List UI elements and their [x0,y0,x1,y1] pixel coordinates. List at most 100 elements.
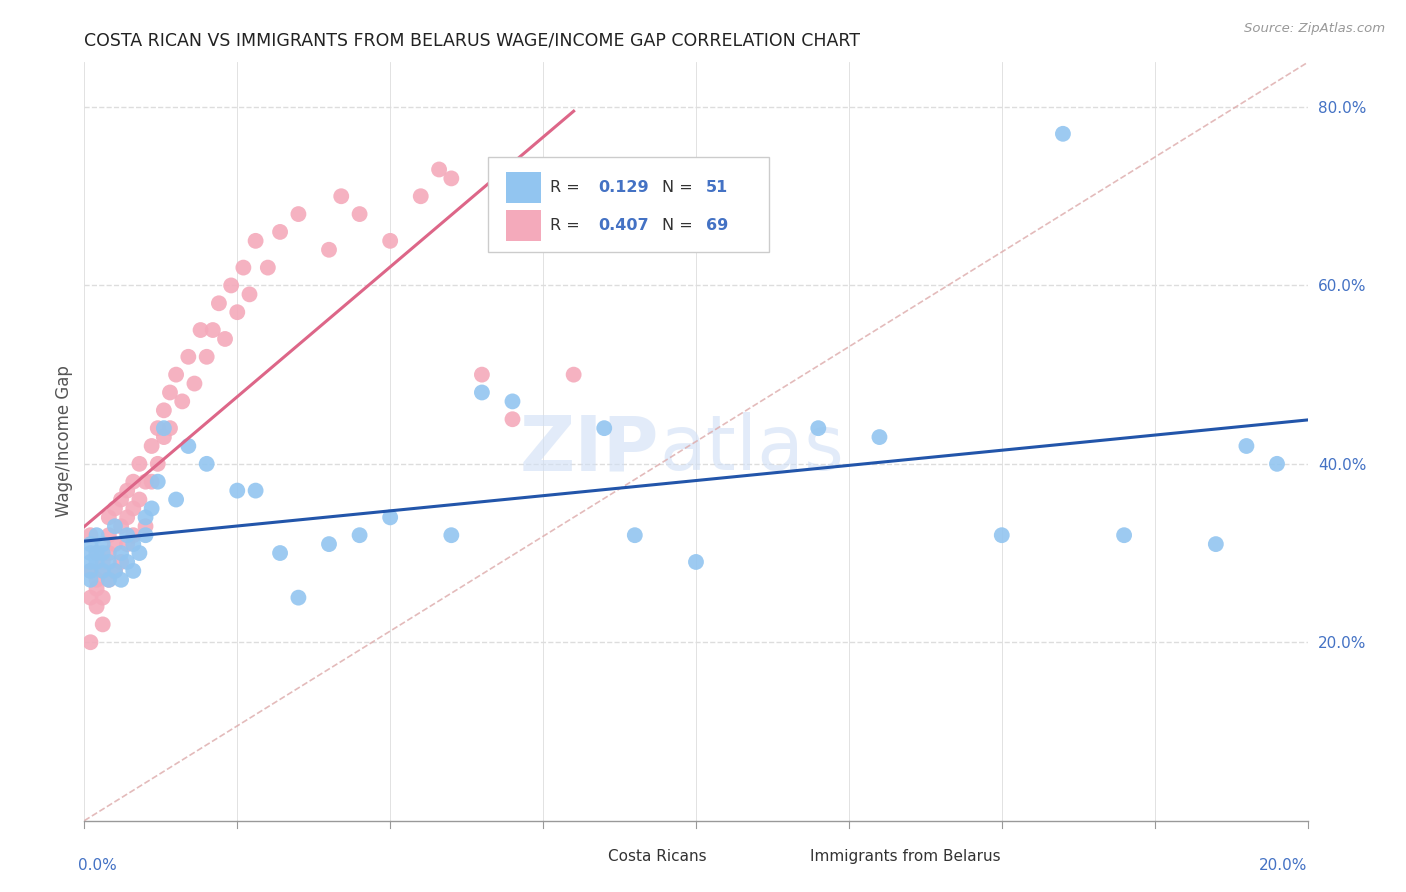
Point [195,457,218,471]
Point [257,260,280,275]
Y-axis label: Wage/Income Gap: Wage/Income Gap [55,366,73,517]
Point [318,243,340,257]
Point [153,430,176,444]
Text: COSTA RICAN VS IMMIGRANTS FROM BELARUS WAGE/INCOME GAP CORRELATION CHART: COSTA RICAN VS IMMIGRANTS FROM BELARUS W… [84,32,860,50]
Point [214,332,236,346]
Point [110,546,132,560]
Point [91,564,114,578]
Point [1236,439,1258,453]
Point [195,350,218,364]
Point [91,617,114,632]
Text: N =: N = [662,218,697,233]
Point [104,537,127,551]
Point [135,519,157,533]
Point [128,546,150,560]
Point [208,296,231,310]
Point [165,368,187,382]
Point [122,475,145,489]
Point [79,537,101,551]
Text: N =: N = [662,180,697,195]
Text: 0.0%: 0.0% [79,858,117,873]
Text: 0.129: 0.129 [598,180,648,195]
Point [380,234,402,248]
Point [79,635,101,649]
Text: Immigrants from Belarus: Immigrants from Belarus [810,849,1000,863]
Point [79,555,101,569]
Text: atlas: atlas [659,412,844,486]
Text: 51: 51 [706,180,728,195]
Text: R =: R = [550,180,585,195]
Point [177,439,200,453]
Point [86,582,108,596]
Point [86,573,108,587]
Point [91,555,114,569]
Point [245,234,267,248]
Point [128,457,150,471]
Point [869,430,891,444]
Text: 20.0%: 20.0% [1260,858,1308,873]
Point [159,421,181,435]
Point [104,564,127,578]
Point [226,305,249,319]
Point [128,492,150,507]
Point [104,501,127,516]
Text: Costa Ricans: Costa Ricans [607,849,707,863]
Point [269,546,291,560]
Text: 0.407: 0.407 [598,218,648,233]
Point [226,483,249,498]
Point [269,225,291,239]
Point [471,385,494,400]
Text: R =: R = [550,218,585,233]
Point [593,421,616,435]
Point [115,528,138,542]
Point [104,519,127,533]
Point [201,323,224,337]
Point [165,492,187,507]
Point [287,591,309,605]
Point [427,162,450,177]
Point [141,439,163,453]
Point [110,519,132,533]
Point [122,564,145,578]
Point [531,171,554,186]
Point [86,528,108,542]
Point [991,528,1014,542]
Point [115,510,138,524]
FancyBboxPatch shape [574,848,600,864]
Point [1205,537,1227,551]
Text: 69: 69 [706,218,728,233]
Point [86,555,108,569]
Point [159,385,181,400]
Point [146,421,169,435]
Point [104,564,127,578]
Point [349,528,371,542]
Point [440,528,463,542]
Point [380,510,402,524]
FancyBboxPatch shape [488,157,769,252]
Point [1265,457,1288,471]
Point [91,537,114,551]
Point [807,421,830,435]
Point [79,528,101,542]
Point [502,394,524,409]
Point [79,546,101,560]
Point [115,537,138,551]
Point [86,546,108,560]
Point [219,278,242,293]
Point [79,591,101,605]
Text: Source: ZipAtlas.com: Source: ZipAtlas.com [1244,22,1385,36]
Point [238,287,260,301]
Point [135,528,157,542]
Point [153,421,176,435]
Point [91,591,114,605]
Point [86,546,108,560]
Point [110,555,132,569]
Point [190,323,212,337]
Point [122,528,145,542]
Point [330,189,353,203]
Point [97,528,120,542]
Point [97,555,120,569]
Point [177,350,200,364]
Point [146,475,169,489]
Point [172,394,194,409]
